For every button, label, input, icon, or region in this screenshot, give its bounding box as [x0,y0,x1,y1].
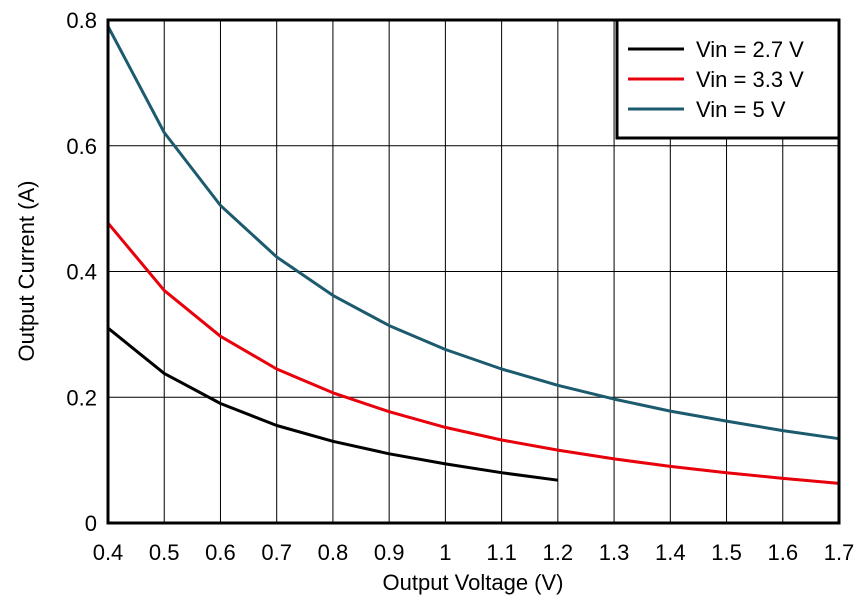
plot-frame [106,18,841,525]
x-tick-label: 1.5 [711,540,742,565]
x-tick-label: 0.4 [93,540,124,565]
y-axis-title: Output Current (A) [14,181,39,362]
legend-label-2: Vin = 3.3 V [696,67,804,92]
legend-label-3: Vin = 5 V [696,97,786,122]
legend-items: Vin = 2.7 V Vin = 3.3 V Vin = 5 V [628,37,804,122]
y-tick-label: 0.8 [66,8,97,33]
x-tick-label: 1.2 [543,540,574,565]
legend: Vin = 2.7 V Vin = 3.3 V Vin = 5 V [615,18,841,140]
x-tick-label: 0.9 [374,540,405,565]
series-lines [106,25,840,485]
x-tick-label: 0.8 [318,540,349,565]
x-tick-label: 1.3 [599,540,630,565]
series-line-1 [107,326,558,482]
x-tick-label: 0.5 [149,540,180,565]
x-tick-label: 0.7 [261,540,292,565]
x-tick-label: 1 [439,540,451,565]
x-axis-title: Output Voltage (V) [383,570,564,595]
y-tick-label: 0.4 [66,260,97,285]
series-line-3 [106,25,840,441]
x-tick-labels: 0.4 0.5 0.6 0.7 0.8 0.9 1 1.1 1.2 1.3 1.4 1.5 1.6 1.7 [93,540,855,565]
x-tick-label: 1.7 [824,540,855,565]
x-tick-label: 0.6 [205,540,236,565]
x-tick-label: 1.1 [486,540,517,565]
series-line-2 [106,222,840,485]
x-tick-label: 1.4 [655,540,686,565]
legend-label-1: Vin = 2.7 V [696,37,804,62]
y-tick-labels: 0 0.2 0.4 0.6 0.8 [66,8,97,536]
y-tick-label: 0.6 [66,134,97,159]
y-tick-label: 0.2 [66,385,97,410]
x-tick-label: 1.6 [767,540,798,565]
y-tick-label: 0 [85,511,97,536]
